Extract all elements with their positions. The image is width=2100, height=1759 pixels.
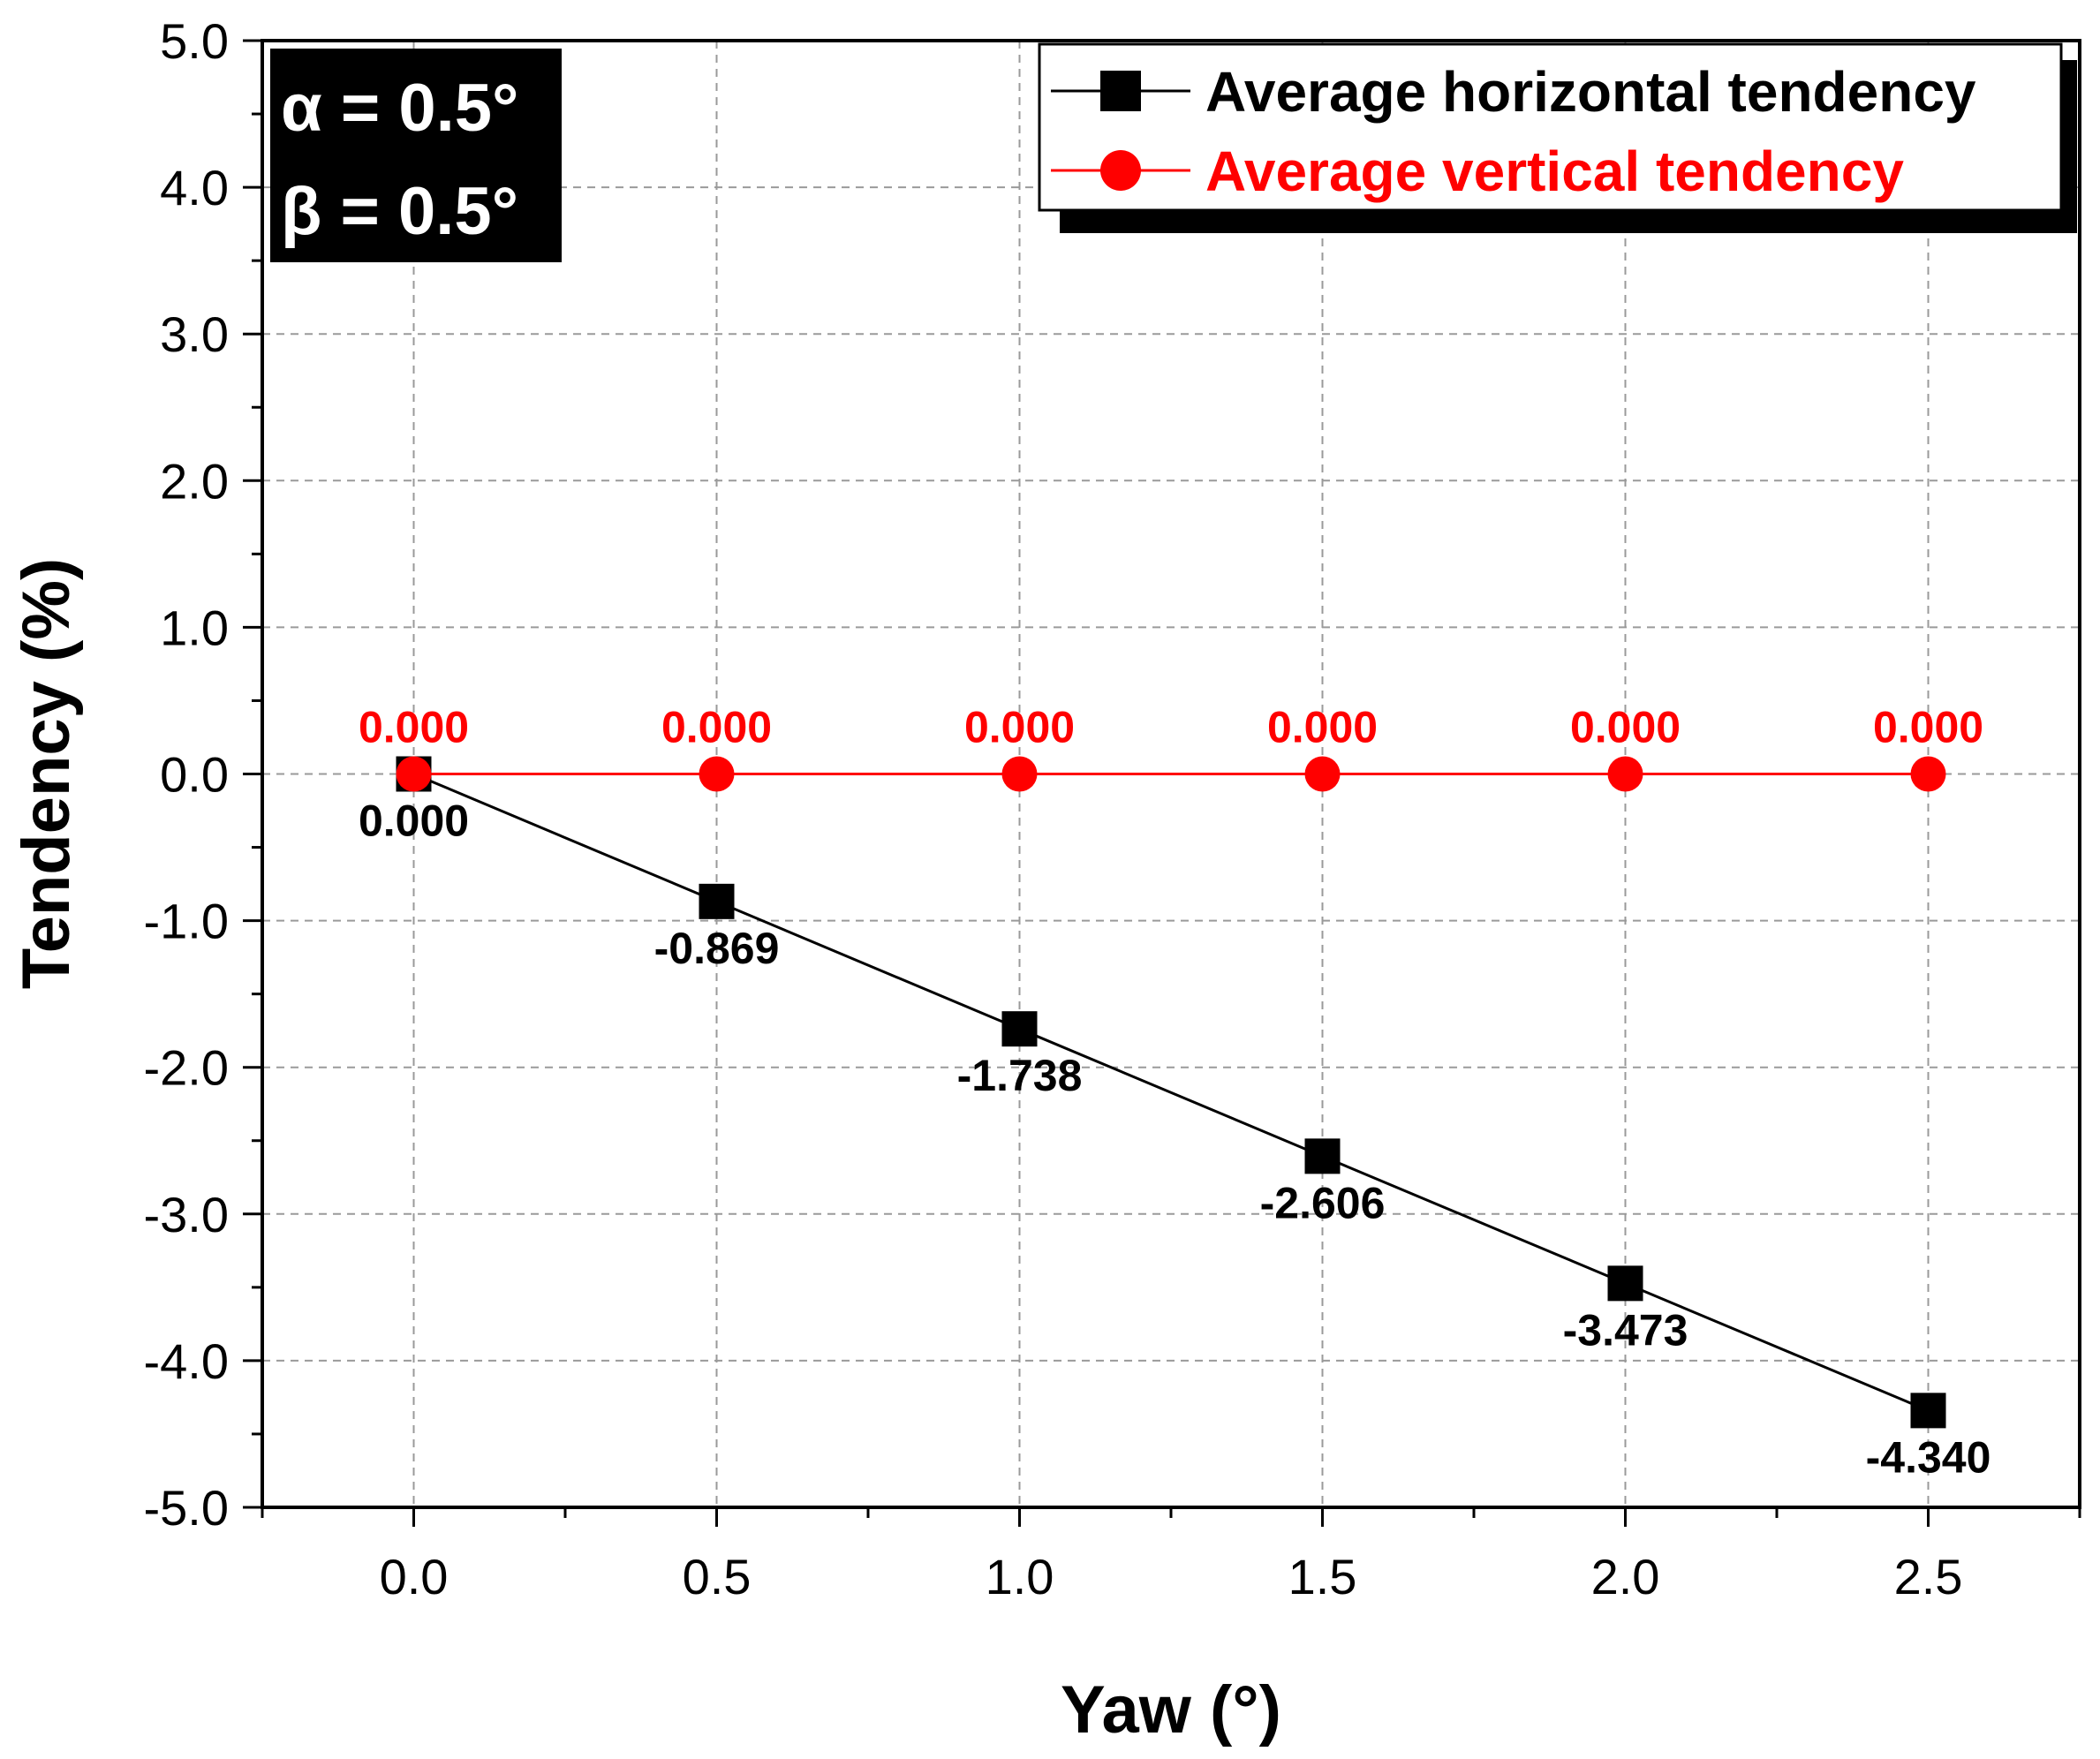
parameter-box: α = 0.5° β = 0.5° <box>270 49 562 262</box>
y-tick-label: -1.0 <box>144 894 230 949</box>
axis-ticks: 0.0 0.5 1.0 1.5 2.0 2.5 5.0 4.0 3.0 2.0 1.0 0.0 -1.0… <box>144 13 2081 1604</box>
horizontal-tendency-label: -1.738 <box>957 1051 1083 1100</box>
y-tick-label: 1.0 <box>160 600 229 655</box>
vertical-tendency-marker <box>1304 756 1341 792</box>
x-tick-label: 0.0 <box>380 1549 449 1604</box>
legend-square-marker <box>1100 71 1141 111</box>
horizontal-tendency-label: -0.869 <box>654 924 780 973</box>
y-tick-label: 5.0 <box>160 13 229 69</box>
legend: Average horizontal tendency Average vert… <box>1038 42 2077 233</box>
horizontal-tendency-marker <box>1910 1393 1946 1429</box>
vertical-tendency-marker <box>1607 756 1643 792</box>
y-tick-label: 3.0 <box>160 306 229 362</box>
vertical-tendency-label: 0.000 <box>1873 703 1983 752</box>
legend-box <box>1038 42 2063 212</box>
y-tick-label: 4.0 <box>160 160 229 215</box>
vertical-tendency-marker <box>1910 756 1946 792</box>
series-lines <box>412 773 1930 1412</box>
beta-annotation: β = 0.5° <box>281 174 518 249</box>
y-tick-label: -3.0 <box>144 1187 230 1242</box>
y-tick-label: -2.0 <box>144 1040 230 1096</box>
vertical-tendency-label: 0.000 <box>359 703 469 752</box>
x-tick-label: 2.5 <box>1894 1549 1963 1604</box>
x-tick-label: 2.0 <box>1591 1549 1660 1604</box>
parameter-box-background <box>270 49 562 262</box>
y-tick-label: -5.0 <box>144 1480 230 1536</box>
horizontal-tendency-label: 0.000 <box>359 796 469 846</box>
vertical-tendency-marker <box>699 756 735 792</box>
vertical-tendency-label: 0.000 <box>964 703 1075 752</box>
horizontal-tendency-marker <box>1607 1265 1643 1302</box>
vertical-tendency-label: 0.000 <box>1570 703 1681 752</box>
horizontal-tendency-marker <box>1001 1011 1038 1047</box>
horizontal-tendency-label: -2.606 <box>1260 1178 1386 1227</box>
x-tick-label: 1.5 <box>1288 1549 1357 1604</box>
vertical-tendency-label: 0.000 <box>661 703 772 752</box>
horizontal-tendency-marker <box>1304 1138 1341 1174</box>
vertical-tendency-label: 0.000 <box>1267 703 1378 752</box>
data-markers <box>396 756 1946 1429</box>
legend-circle-marker <box>1100 150 1141 191</box>
horizontal-tendency-marker <box>699 883 735 919</box>
vertical-tendency-marker <box>396 756 432 792</box>
y-tick-label: -4.0 <box>144 1333 230 1389</box>
legend-label-vertical: Average vertical tendency <box>1205 140 1904 203</box>
y-tick-label: 0.0 <box>160 747 229 803</box>
x-tick-label: 1.0 <box>986 1549 1054 1604</box>
horizontal-tendency-label: -3.473 <box>1563 1305 1688 1355</box>
horizontal-tendency-label: -4.340 <box>1866 1432 1991 1482</box>
alpha-annotation: α = 0.5° <box>281 71 518 146</box>
vertical-tendency-marker <box>1001 756 1038 792</box>
horizontal-tendency-line <box>412 773 1930 1412</box>
y-tick-label: 2.0 <box>160 453 229 509</box>
x-axis-title: Yaw (°) <box>1061 1672 1281 1748</box>
x-tick-label: 0.5 <box>683 1549 752 1604</box>
data-labels: 0.000 -0.869 -1.738 -2.606 -3.473 -4.340 0.000… <box>359 703 1990 1483</box>
y-axis-title: Tendency (%) <box>9 558 84 989</box>
legend-label-horizontal: Average horizontal tendency <box>1205 60 1976 124</box>
